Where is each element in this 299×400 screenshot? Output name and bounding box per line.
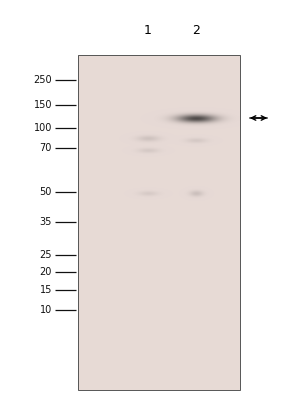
- Text: 150: 150: [33, 100, 52, 110]
- Text: 100: 100: [33, 123, 52, 133]
- Bar: [78, 55, 240, 390]
- Text: 1: 1: [144, 24, 152, 36]
- Text: 15: 15: [40, 285, 52, 295]
- Text: 70: 70: [40, 143, 52, 153]
- Text: 2: 2: [192, 24, 200, 36]
- Text: 10: 10: [40, 305, 52, 315]
- Text: 25: 25: [39, 250, 52, 260]
- Text: 20: 20: [40, 267, 52, 277]
- Text: 250: 250: [33, 75, 52, 85]
- Text: 35: 35: [40, 217, 52, 227]
- Text: 50: 50: [40, 187, 52, 197]
